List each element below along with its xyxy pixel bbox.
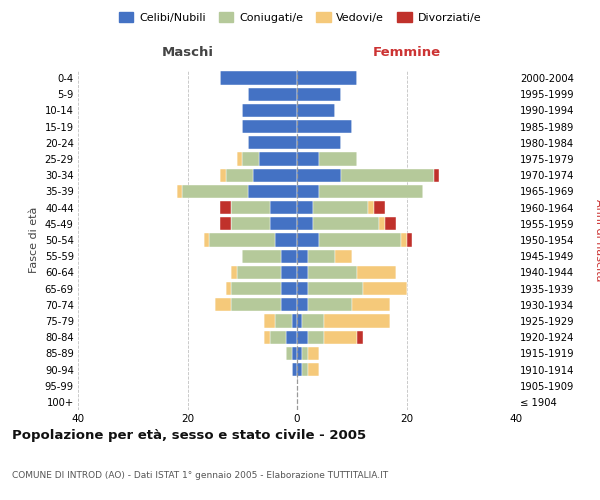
Bar <box>313 217 379 230</box>
Bar <box>292 314 297 328</box>
Bar <box>357 330 363 344</box>
Bar <box>385 217 395 230</box>
Bar <box>319 234 401 246</box>
Bar <box>259 152 297 166</box>
Bar <box>281 282 297 295</box>
Bar <box>297 363 302 376</box>
Bar <box>297 136 341 149</box>
Bar <box>297 168 341 182</box>
Bar <box>308 346 319 360</box>
Bar <box>297 72 357 85</box>
Bar <box>297 234 319 246</box>
Bar <box>363 282 407 295</box>
Bar <box>379 217 385 230</box>
Bar <box>401 234 407 246</box>
Bar <box>242 152 259 166</box>
Text: Femmine: Femmine <box>373 46 440 60</box>
Bar <box>308 298 352 312</box>
Bar <box>374 201 385 214</box>
Bar <box>325 330 357 344</box>
Bar <box>292 346 297 360</box>
Bar <box>297 282 308 295</box>
Bar <box>242 120 297 134</box>
Bar <box>269 217 297 230</box>
Bar <box>434 168 439 182</box>
Text: Popolazione per età, sesso e stato civile - 2005: Popolazione per età, sesso e stato civil… <box>12 430 366 442</box>
Bar <box>297 330 308 344</box>
Bar <box>297 298 308 312</box>
Bar <box>209 234 275 246</box>
Text: COMUNE DI INTROD (AO) - Dati ISTAT 1° gennaio 2005 - Elaborazione TUTTITALIA.IT: COMUNE DI INTROD (AO) - Dati ISTAT 1° ge… <box>12 471 388 480</box>
Bar <box>182 185 248 198</box>
Bar <box>297 250 308 263</box>
Bar <box>302 314 325 328</box>
Bar <box>232 217 269 230</box>
Bar <box>237 266 281 279</box>
Bar <box>297 314 302 328</box>
Bar <box>204 234 209 246</box>
Bar <box>297 346 302 360</box>
Bar <box>220 72 297 85</box>
Bar <box>281 298 297 312</box>
Bar <box>248 136 297 149</box>
Bar <box>297 152 319 166</box>
Y-axis label: Fasce di età: Fasce di età <box>29 207 39 273</box>
Bar <box>220 168 226 182</box>
Bar <box>237 152 242 166</box>
Bar <box>335 250 352 263</box>
Legend: Celibi/Nubili, Coniugati/e, Vedovi/e, Divorziati/e: Celibi/Nubili, Coniugati/e, Vedovi/e, Di… <box>115 8 485 28</box>
Bar <box>264 330 269 344</box>
Text: Maschi: Maschi <box>161 46 214 60</box>
Bar <box>269 201 297 214</box>
Bar <box>232 298 281 312</box>
Bar <box>232 266 237 279</box>
Bar <box>281 250 297 263</box>
Bar <box>308 250 335 263</box>
Bar <box>275 314 292 328</box>
Bar <box>232 201 269 214</box>
Bar <box>297 217 313 230</box>
Bar <box>232 282 281 295</box>
Bar <box>248 185 297 198</box>
Bar <box>297 185 319 198</box>
Bar <box>226 168 253 182</box>
Bar <box>308 330 325 344</box>
Bar <box>308 266 357 279</box>
Bar <box>286 330 297 344</box>
Bar <box>253 168 297 182</box>
Bar <box>308 363 319 376</box>
Bar <box>319 185 423 198</box>
Bar <box>269 330 286 344</box>
Bar <box>368 201 374 214</box>
Y-axis label: Anni di nascita: Anni di nascita <box>594 198 600 281</box>
Bar <box>297 201 313 214</box>
Bar <box>264 314 275 328</box>
Bar <box>308 282 363 295</box>
Bar <box>220 201 232 214</box>
Bar <box>313 201 368 214</box>
Bar <box>319 152 357 166</box>
Bar <box>220 217 232 230</box>
Bar <box>302 346 308 360</box>
Bar <box>275 234 297 246</box>
Bar <box>242 250 281 263</box>
Bar <box>357 266 395 279</box>
Bar <box>226 282 232 295</box>
Bar <box>325 314 390 328</box>
Bar <box>242 104 297 117</box>
Bar <box>297 266 308 279</box>
Bar <box>215 298 232 312</box>
Bar <box>302 363 308 376</box>
Bar <box>352 298 390 312</box>
Bar <box>248 88 297 101</box>
Bar <box>297 120 352 134</box>
Bar <box>292 363 297 376</box>
Bar <box>286 346 292 360</box>
Bar <box>297 88 341 101</box>
Bar <box>297 104 335 117</box>
Bar <box>281 266 297 279</box>
Bar <box>341 168 434 182</box>
Bar <box>176 185 182 198</box>
Bar <box>407 234 412 246</box>
